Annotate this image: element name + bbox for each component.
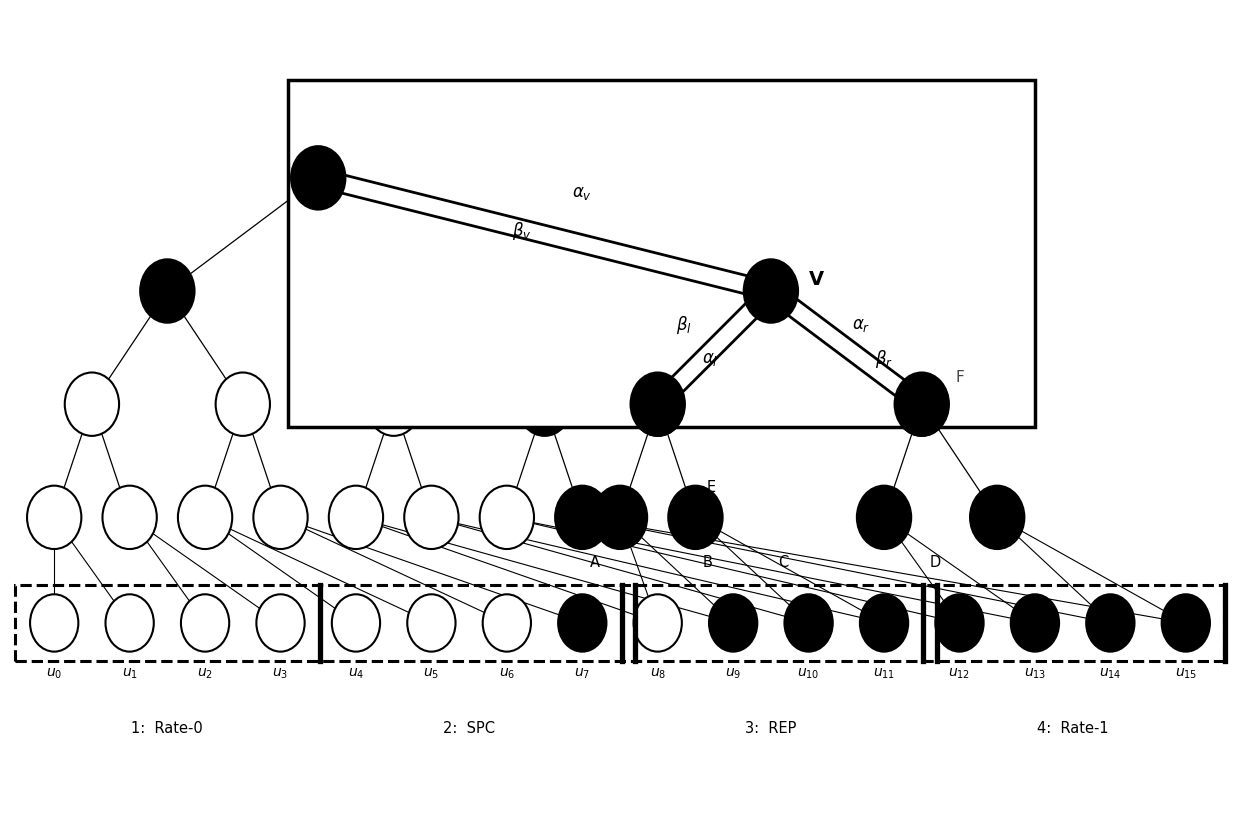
Ellipse shape (558, 594, 606, 652)
Text: F: F (955, 371, 963, 386)
Ellipse shape (291, 146, 346, 209)
Text: C: C (779, 555, 789, 570)
Text: $\alpha_r$: $\alpha_r$ (852, 316, 870, 334)
Ellipse shape (216, 372, 270, 436)
Text: D: D (929, 555, 941, 570)
Text: $u_{5}$: $u_{5}$ (423, 666, 439, 681)
Ellipse shape (253, 485, 308, 549)
Ellipse shape (709, 594, 758, 652)
Ellipse shape (785, 594, 833, 652)
Ellipse shape (257, 594, 305, 652)
Ellipse shape (935, 594, 983, 652)
Ellipse shape (291, 146, 346, 209)
Text: $u_{8}$: $u_{8}$ (650, 666, 666, 681)
Ellipse shape (668, 485, 723, 549)
Text: $u_{10}$: $u_{10}$ (797, 666, 820, 681)
Text: $u_{2}$: $u_{2}$ (197, 666, 213, 681)
Ellipse shape (27, 485, 82, 549)
Ellipse shape (480, 485, 534, 549)
Text: $\beta_v$: $\beta_v$ (512, 219, 532, 242)
Ellipse shape (556, 485, 609, 549)
Ellipse shape (859, 594, 908, 652)
Ellipse shape (593, 485, 647, 549)
Text: $u_{11}$: $u_{11}$ (873, 666, 895, 681)
Text: E: E (707, 479, 715, 494)
Ellipse shape (105, 594, 154, 652)
Text: $u_{15}$: $u_{15}$ (1174, 666, 1197, 681)
Text: $u_{6}$: $u_{6}$ (498, 666, 515, 681)
Ellipse shape (1162, 594, 1210, 652)
Ellipse shape (404, 485, 459, 549)
Text: A: A (590, 555, 600, 570)
Ellipse shape (631, 372, 684, 436)
Bar (288, 80, 1035, 427)
Ellipse shape (970, 485, 1024, 549)
Ellipse shape (1086, 594, 1135, 652)
Ellipse shape (857, 485, 911, 549)
Ellipse shape (140, 259, 195, 322)
Text: $\beta_l$: $\beta_l$ (676, 314, 692, 336)
Ellipse shape (30, 594, 78, 652)
Text: B: B (703, 555, 713, 570)
Ellipse shape (744, 259, 799, 322)
Text: $\alpha_v$: $\alpha_v$ (573, 184, 593, 202)
Text: V: V (808, 270, 823, 289)
Text: $u_{4}$: $u_{4}$ (347, 666, 365, 681)
Text: 3:  REP: 3: REP (745, 721, 796, 736)
Text: $u_{12}$: $u_{12}$ (949, 666, 971, 681)
Text: $u_{0}$: $u_{0}$ (46, 666, 62, 681)
Ellipse shape (181, 594, 229, 652)
Ellipse shape (894, 372, 949, 436)
Ellipse shape (517, 372, 572, 436)
Ellipse shape (367, 372, 420, 436)
Ellipse shape (634, 594, 682, 652)
Text: $\beta_r$: $\beta_r$ (875, 348, 893, 370)
Text: 2:  SPC: 2: SPC (443, 721, 495, 736)
Ellipse shape (1011, 594, 1059, 652)
Ellipse shape (441, 259, 496, 322)
Ellipse shape (482, 594, 531, 652)
Ellipse shape (103, 485, 156, 549)
Text: 1:  Rate-0: 1: Rate-0 (131, 721, 203, 736)
Ellipse shape (407, 594, 455, 652)
Text: $u_{7}$: $u_{7}$ (574, 666, 590, 681)
Ellipse shape (332, 594, 381, 652)
Text: $u_{1}$: $u_{1}$ (122, 666, 138, 681)
Text: $u_{13}$: $u_{13}$ (1024, 666, 1047, 681)
Text: $\alpha_l$: $\alpha_l$ (703, 350, 719, 368)
Text: $u_{14}$: $u_{14}$ (1099, 666, 1122, 681)
Bar (15, 585, 1224, 661)
Text: $u_{9}$: $u_{9}$ (725, 666, 742, 681)
Text: 4:  Rate-1: 4: Rate-1 (1037, 721, 1109, 736)
Ellipse shape (64, 372, 119, 436)
Ellipse shape (631, 372, 684, 436)
Text: $u_{3}$: $u_{3}$ (273, 666, 289, 681)
Ellipse shape (329, 485, 383, 549)
Ellipse shape (894, 372, 949, 436)
Ellipse shape (177, 485, 232, 549)
